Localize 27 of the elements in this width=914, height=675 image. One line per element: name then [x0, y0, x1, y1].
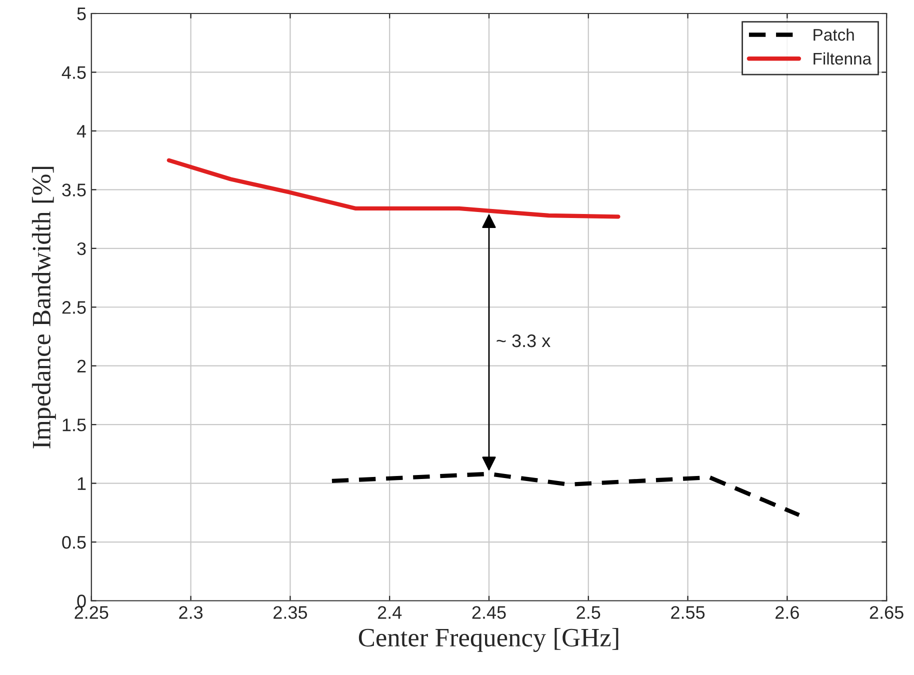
y-tick-label: 2.5 — [62, 301, 86, 314]
y-axis-title: Impedance Bandwidth [%] — [32, 166, 56, 448]
x-tick-label: 2.4 — [378, 606, 402, 619]
annotation: ~ 3.3 x — [496, 334, 550, 348]
y-tick-label: 1 — [78, 477, 86, 490]
y-tick-label: 4.5 — [62, 66, 86, 79]
y-tick-label: 4 — [76, 125, 86, 138]
y-tick-label: 3.5 — [62, 184, 86, 196]
x-tick-label: 2.6 — [776, 606, 799, 619]
legend-label: Patch — [814, 28, 854, 41]
x-tick-label: 2.3 — [179, 606, 203, 619]
x-tick-label: 2.55 — [671, 606, 705, 619]
x-tick-label: 2.35 — [274, 606, 308, 619]
y-tick-label: 5 — [77, 8, 86, 20]
y-tick-label: 2 — [77, 360, 86, 372]
legend-label: Filtenna — [814, 52, 872, 65]
x-tick-label: 2.45 — [472, 606, 506, 619]
x-tick-label: 2.25 — [74, 606, 108, 619]
x-axis-title: Center Frequency [GHz] — [358, 628, 618, 652]
line-series — [166, 158, 620, 219]
y-tick-label: 1.5 — [62, 418, 86, 432]
line-series — [330, 472, 802, 518]
x-tick-label: 2.5 — [576, 606, 600, 619]
y-tick-label: 0 — [77, 594, 86, 608]
x-tick-label: 2.65 — [870, 606, 904, 619]
y-tick-label: 3 — [77, 242, 86, 256]
y-tick-label: 0.5 — [62, 536, 86, 549]
